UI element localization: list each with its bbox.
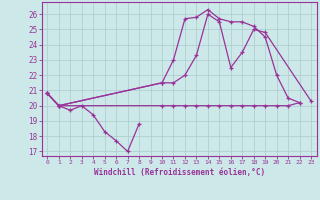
X-axis label: Windchill (Refroidissement éolien,°C): Windchill (Refroidissement éolien,°C) — [94, 168, 265, 177]
